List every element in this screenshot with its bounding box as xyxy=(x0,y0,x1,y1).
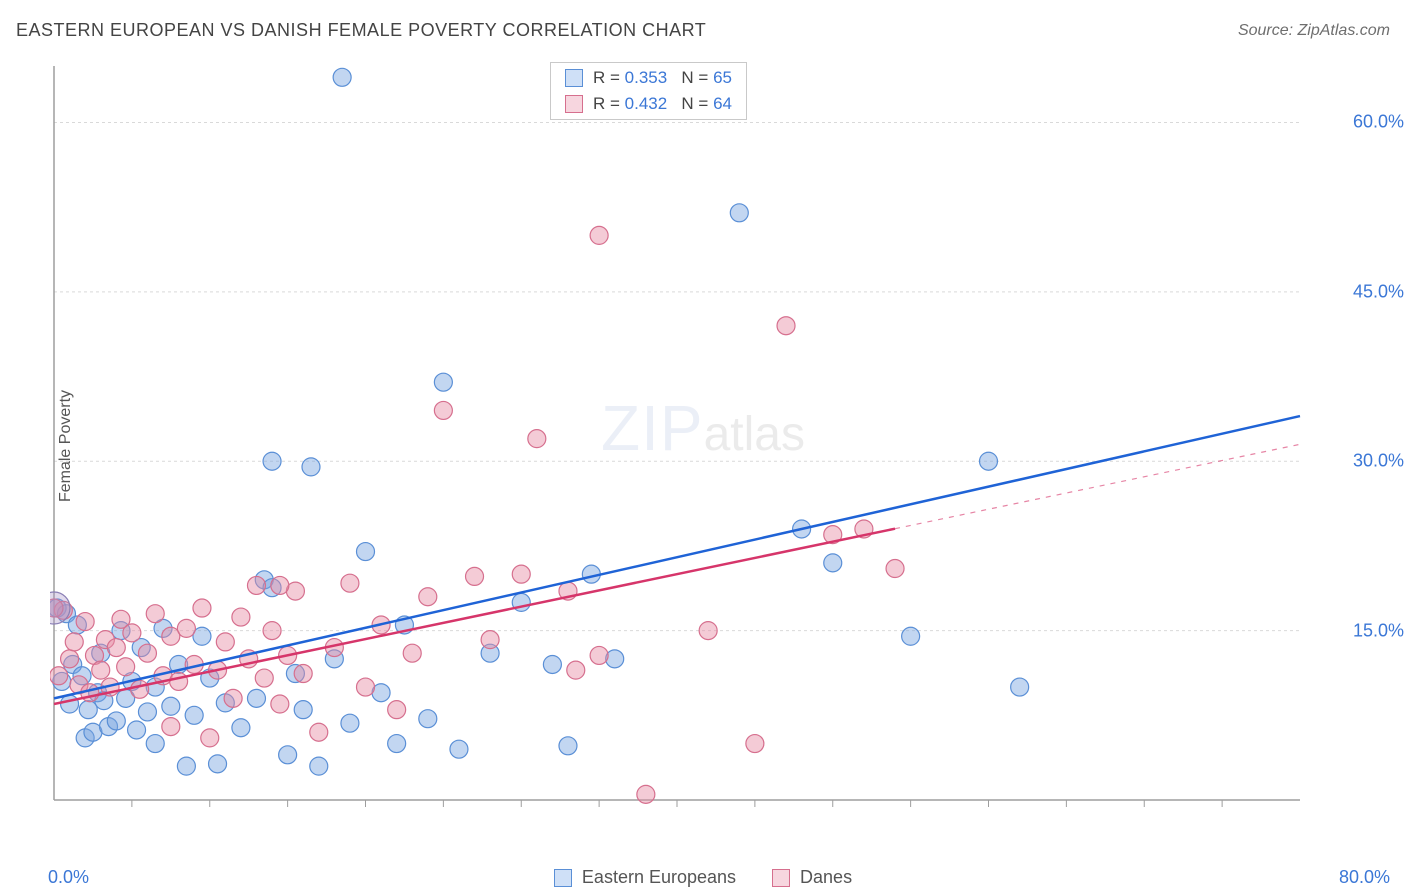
scatter-svg xyxy=(50,60,1360,840)
legend-swatch-icon xyxy=(565,69,583,87)
series-legend: Eastern Europeans Danes xyxy=(0,867,1406,888)
y-tick-label: 30.0% xyxy=(1353,451,1404,472)
legend-text: R = 0.353 N = 65 xyxy=(593,68,732,88)
y-tick-label: 45.0% xyxy=(1353,281,1404,302)
legend-item: Danes xyxy=(772,867,852,888)
plot-area xyxy=(50,60,1360,840)
source-label: Source: ZipAtlas.com xyxy=(1238,22,1390,40)
legend-row: R = 0.432 N = 64 xyxy=(551,91,746,117)
x-axis-min-label: 0.0% xyxy=(48,867,89,888)
legend-item: Eastern Europeans xyxy=(554,867,736,888)
y-tick-label: 15.0% xyxy=(1353,620,1404,641)
correlation-legend: R = 0.353 N = 65 R = 0.432 N = 64 xyxy=(550,62,747,120)
x-axis-max-label: 80.0% xyxy=(1339,867,1390,888)
legend-swatch-icon xyxy=(565,95,583,113)
legend-label: Eastern Europeans xyxy=(582,867,736,888)
y-tick-label: 60.0% xyxy=(1353,112,1404,133)
legend-swatch-icon xyxy=(772,869,790,887)
chart-title: EASTERN EUROPEAN VS DANISH FEMALE POVERT… xyxy=(16,20,706,41)
legend-label: Danes xyxy=(800,867,852,888)
legend-row: R = 0.353 N = 65 xyxy=(551,65,746,91)
legend-text: R = 0.432 N = 64 xyxy=(593,94,732,114)
legend-swatch-icon xyxy=(554,869,572,887)
